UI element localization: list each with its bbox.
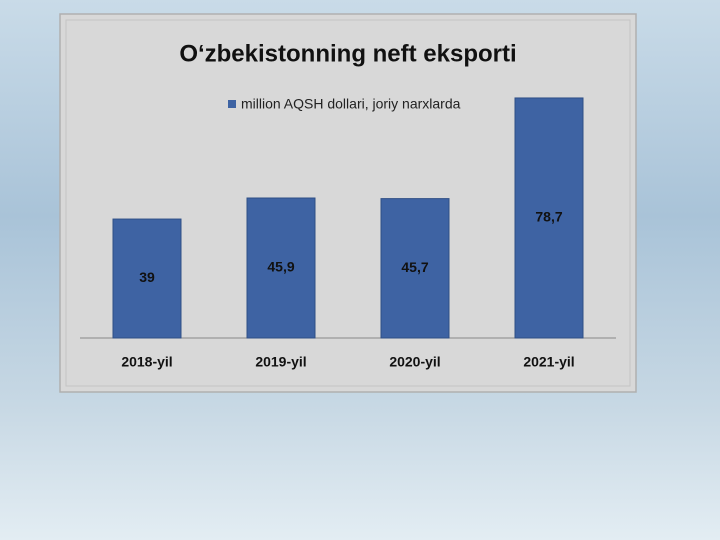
chart-title: O‘zbekistonning neft eksporti [179,40,516,67]
legend-label: million AQSH dollari, joriy narxlarda [241,96,461,112]
bar [514,97,584,339]
value-label: 39 [139,269,155,285]
x-tick-label: 2018-yil [121,354,172,370]
value-label: 45,9 [267,259,294,275]
value-label: 78,7 [535,209,562,225]
legend-swatch [228,100,236,108]
bar [380,198,450,339]
value-label: 45,7 [401,259,428,275]
plot-border [65,19,631,387]
bar [246,197,316,339]
bar [112,218,182,339]
x-tick-label: 2019-yil [255,354,306,370]
x-tick-label: 2021-yil [523,354,574,370]
x-tick-label: 2020-yil [389,354,440,370]
